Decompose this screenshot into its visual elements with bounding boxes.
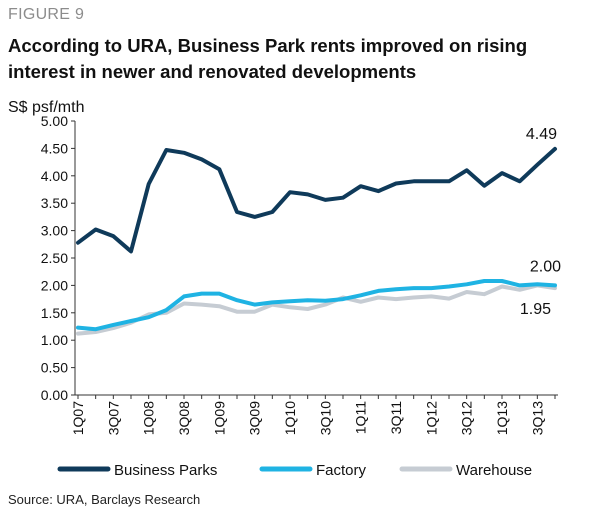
y-tick-label: 1.50 <box>41 305 68 321</box>
x-tick-label: 1Q09 <box>211 401 227 435</box>
y-tick-label: 0.50 <box>41 360 68 376</box>
x-tick-label: 3Q10 <box>317 401 333 435</box>
x-tick-label: 1Q12 <box>423 401 439 435</box>
y-axis-ticks: 0.00 0.50 1.00 1.50 2.00 2.50 3.00 3.50 4.00 4.50… <box>41 113 75 403</box>
legend-label: Warehouse <box>456 462 532 479</box>
y-tick-label: 1.00 <box>41 332 68 348</box>
figure-label: FIGURE 9 <box>8 6 85 23</box>
x-tick-label: 3Q07 <box>105 401 121 435</box>
y-tick-label: 4.50 <box>41 140 68 156</box>
x-tick-label: 1Q08 <box>141 401 157 435</box>
series-line-factory <box>76 279 557 332</box>
x-tick-label: 3Q08 <box>176 401 192 435</box>
x-tick-label: 1Q07 <box>70 401 86 435</box>
series-lines <box>76 146 557 336</box>
y-tick-label: 3.00 <box>41 223 68 239</box>
line-chart: S$ psf/mth 0.00 0.50 1.00 1.50 2.00 2.50 3.00 3… <box>8 99 561 479</box>
series-line-business-parks <box>76 146 557 254</box>
x-tick-label: 3Q13 <box>529 401 545 435</box>
x-tick-label: 1Q13 <box>494 401 510 435</box>
y-tick-label: 2.50 <box>41 250 68 266</box>
y-tick-label: 2.00 <box>41 277 68 293</box>
end-value-label: 1.95 <box>520 301 551 318</box>
x-axis-ticks: 1Q07 3Q07 1Q08 3Q08 1Q09 3Q09 1Q10 3Q10 1Q11 3Q11… <box>70 395 556 435</box>
y-tick-label: 0.00 <box>41 387 68 403</box>
y-tick-label: 3.50 <box>41 195 68 211</box>
y-axis-label: S$ psf/mth <box>8 99 84 116</box>
x-tick-label: 3Q11 <box>388 401 404 434</box>
x-tick-label: 3Q12 <box>459 401 475 435</box>
y-tick-label: 4.00 <box>41 168 68 184</box>
legend-label: Factory <box>316 462 367 479</box>
x-tick-label: 1Q10 <box>282 401 298 435</box>
end-value-label: 2.00 <box>530 258 561 275</box>
chart-title: According to URA, Business Park rents im… <box>8 35 528 82</box>
end-value-label: 4.49 <box>526 126 557 143</box>
legend: Business Parks Factory Warehouse <box>57 462 532 479</box>
end-labels: 4.49 2.00 1.95 <box>520 126 561 318</box>
axes <box>74 121 558 396</box>
legend-label: Business Parks <box>114 462 217 479</box>
source-note: Source: URA, Barclays Research <box>8 492 201 507</box>
y-tick-label: 5.00 <box>41 113 68 129</box>
series-line-warehouse <box>76 283 557 336</box>
x-tick-label: 3Q09 <box>247 401 263 435</box>
x-tick-label: 1Q11 <box>353 401 369 434</box>
